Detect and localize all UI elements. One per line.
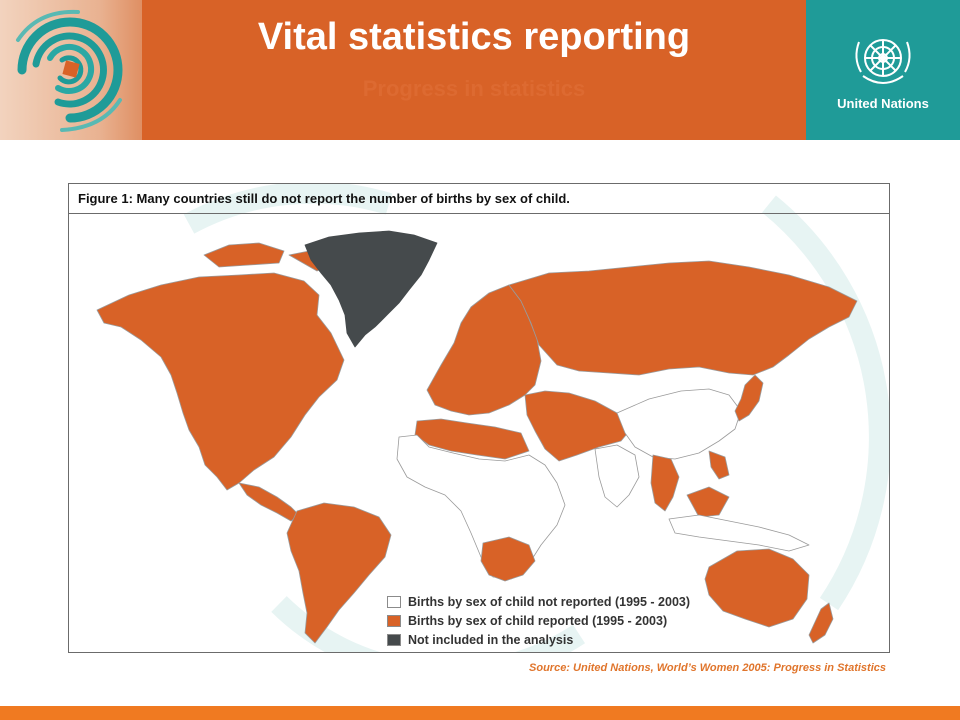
map-region-indonesia bbox=[668, 514, 810, 552]
map-legend: Births by sex of child not reported (199… bbox=[387, 592, 690, 649]
bottom-bar bbox=[0, 706, 960, 720]
logo-panel bbox=[0, 0, 142, 140]
spiral-logo-icon bbox=[16, 9, 123, 132]
map-region-southern-africa bbox=[480, 536, 536, 582]
map-region-east-asia bbox=[616, 388, 742, 460]
map-region-middle-east bbox=[524, 390, 632, 462]
legend-item-reported: Births by sex of child reported (1995 - … bbox=[387, 611, 690, 630]
legend-swatch bbox=[387, 633, 401, 646]
slide-header: Vital statistics reporting Progress in s… bbox=[0, 0, 960, 140]
source-citation: Source: United Nations, World’s Women 20… bbox=[529, 662, 886, 674]
slide-subtitle: Progress in statistics bbox=[362, 76, 586, 101]
slide-title: Vital statistics reporting bbox=[257, 16, 691, 58]
world-map bbox=[96, 230, 858, 644]
map-region-australia bbox=[704, 548, 810, 628]
legend-item-not-included: Not included in the analysis bbox=[387, 630, 690, 649]
map-region-new-zealand bbox=[808, 602, 834, 644]
map-figure: Figure 1: Many countries still do not re… bbox=[68, 183, 890, 653]
map-region-south-america bbox=[286, 502, 392, 644]
legend-swatch bbox=[387, 614, 401, 627]
map-region-central-america bbox=[238, 482, 300, 522]
legend-label: Not included in the analysis bbox=[408, 632, 574, 647]
map-region-south-asia bbox=[594, 444, 640, 508]
un-label: United Nations bbox=[837, 96, 929, 111]
legend-label: Births by sex of child not reported (199… bbox=[408, 594, 691, 609]
map-region-japan bbox=[734, 374, 764, 422]
un-emblem-icon bbox=[855, 39, 911, 84]
legend-item-not-reported: Births by sex of child not reported (199… bbox=[387, 592, 690, 611]
un-panel: United Nations bbox=[806, 0, 960, 140]
map-region-north-america bbox=[96, 272, 345, 491]
map-region-greenland bbox=[304, 230, 438, 348]
legend-label: Births by sex of child reported (1995 - … bbox=[408, 613, 668, 628]
map-region-north-africa bbox=[414, 418, 530, 460]
map-region-russia bbox=[508, 260, 858, 376]
figure-title: Figure 1: Many countries still do not re… bbox=[69, 184, 889, 214]
map-region-southeast-asia bbox=[650, 450, 730, 518]
legend-swatch bbox=[387, 595, 401, 608]
